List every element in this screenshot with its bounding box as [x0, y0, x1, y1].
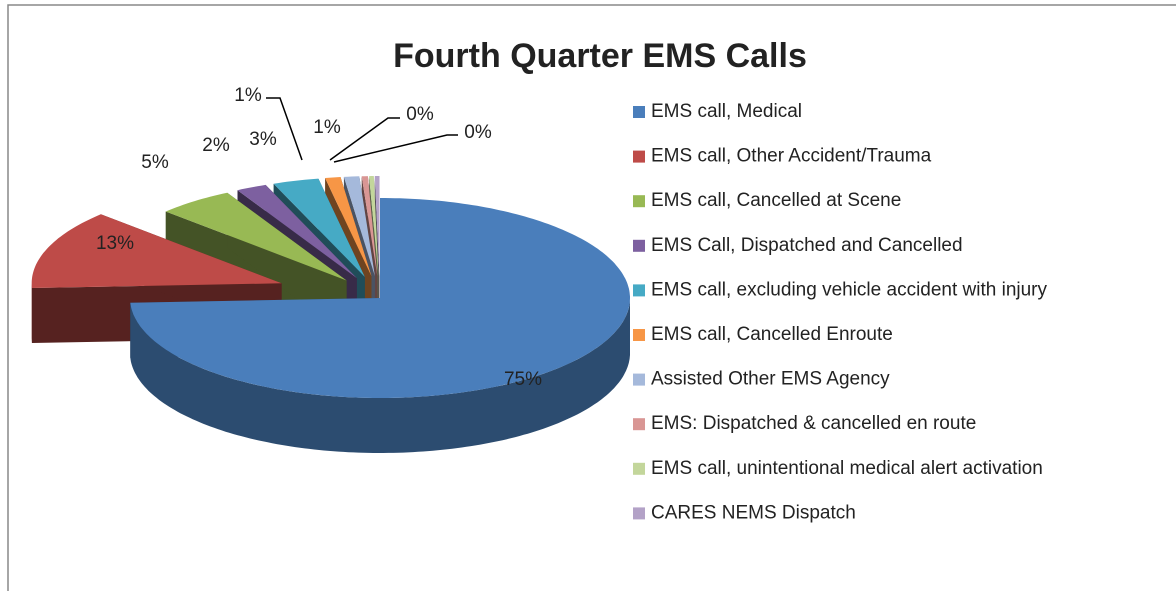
chart-title: Fourth Quarter EMS Calls: [393, 37, 807, 75]
data-label: 13%: [96, 233, 134, 254]
legend-swatch: [633, 329, 645, 341]
legend-label: EMS call, Medical: [651, 101, 802, 122]
legend-label: EMS call, excluding vehicle accident wit…: [651, 279, 1048, 300]
leader-line: [329, 117, 400, 161]
legend: EMS call, Medical EMS call, Other Acciden…: [633, 101, 1048, 523]
legend-label: EMS call, unintentional medical alert ac…: [651, 458, 1043, 479]
slice-top: [237, 184, 357, 279]
legend-swatch: [633, 373, 645, 386]
data-label: 0%: [406, 104, 434, 125]
legend-swatch: [633, 106, 645, 118]
data-label: 1%: [234, 85, 262, 106]
legend-label: EMS call, Other Accident/Trauma: [651, 146, 932, 167]
legend-swatch: [633, 462, 645, 475]
legend-swatch: [633, 239, 645, 252]
data-label: 3%: [249, 129, 277, 150]
slice-wall: [130, 298, 631, 453]
data-label: 2%: [202, 135, 230, 156]
slice-top: [343, 176, 375, 277]
legend-swatch: [633, 150, 645, 163]
data-label: 0%: [464, 122, 492, 143]
slice-top: [369, 176, 379, 276]
legend-swatch: [633, 284, 645, 297]
legend-label: Assisted Other EMS Agency: [651, 369, 890, 390]
slice-top: [165, 192, 347, 281]
legend-label: EMS call, Cancelled Enroute: [651, 324, 893, 345]
data-label: 75%: [504, 369, 542, 390]
legend-swatch: [633, 195, 645, 208]
legend-swatch: [633, 507, 645, 520]
slice-top: [130, 198, 631, 398]
slice-top: [31, 214, 282, 288]
legend-label: CARES NEMS Dispatch: [651, 502, 856, 523]
slice-top: [361, 176, 378, 276]
slice-top: [325, 177, 372, 277]
legend-label: EMS: Dispatched & cancelled en route: [651, 413, 976, 434]
pie: 75% 13% 5% 2% 3% 1% 1% 0% 0%: [31, 85, 631, 453]
legend-label: EMS Call, Dispatched and Cancelled: [651, 235, 963, 256]
slice-top: [374, 176, 380, 276]
slice: [130, 198, 631, 453]
data-label: 1%: [313, 117, 341, 138]
data-label: 5%: [141, 152, 169, 173]
leader-line: [266, 97, 303, 161]
legend-label: EMS call, Cancelled at Scene: [651, 190, 901, 211]
leader-line: [333, 134, 458, 163]
slice-top: [273, 178, 365, 277]
legend-swatch: [633, 418, 645, 431]
